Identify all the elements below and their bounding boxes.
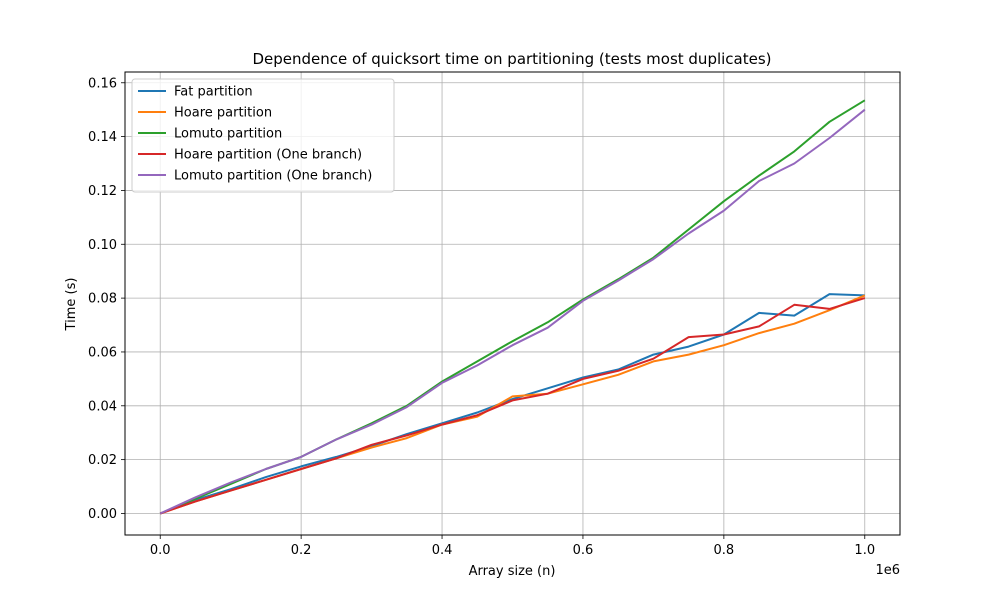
y-tick-label: 0.02 xyxy=(88,453,117,468)
legend-label-hoare-partition: Hoare partition xyxy=(174,106,272,121)
x-axis-label: Array size (n) xyxy=(469,564,556,579)
y-tick-label: 0.16 xyxy=(88,76,117,91)
series-line-lomuto-partition-one-branch xyxy=(159,108,866,515)
legend-label-fat-partition: Fat partition xyxy=(174,85,253,100)
x-tick-label: 0.6 xyxy=(573,543,594,558)
y-tick-label: 0.10 xyxy=(88,238,117,253)
x-tick-label: 0.2 xyxy=(291,543,312,558)
y-tick-label: 0.08 xyxy=(88,292,117,307)
legend: Fat partition Hoare partition Lomuto parti… xyxy=(131,78,395,193)
legend-box xyxy=(131,78,395,193)
chart-title: Dependence of quicksort time on partitio… xyxy=(252,50,771,68)
grid xyxy=(125,72,900,535)
x-tick-label: 0.8 xyxy=(714,543,735,558)
x-axis-offset-label: 1e6 xyxy=(875,563,900,578)
series-line-fat-partition xyxy=(159,293,865,515)
x-tick-label: 1.0 xyxy=(854,543,875,558)
y-axis-label: Time (s) xyxy=(64,278,79,332)
legend-label-lomuto-partition-one-branch: Lomuto partition (One branch) xyxy=(174,169,372,184)
axis-ticks: 0.0 0.2 0.4 0.6 0.8 1.0 0.00 0.02 0.04 0.06 0.08 0.… xyxy=(88,76,875,558)
legend-label-lomuto-partition: Lomuto partition xyxy=(174,127,282,142)
series-lines xyxy=(159,99,866,515)
x-tick-label: 0.4 xyxy=(432,543,453,558)
y-tick-label: 0.14 xyxy=(88,130,117,145)
y-tick-label: 0.06 xyxy=(88,345,117,360)
legend-label-hoare-partition-one-branch: Hoare partition (One branch) xyxy=(174,148,362,163)
y-tick-label: 0.12 xyxy=(88,184,117,199)
y-tick-label: 0.00 xyxy=(88,507,117,522)
plot-frame xyxy=(124,71,901,536)
series-line-hoare-partition-one-branch xyxy=(159,297,866,515)
y-tick-label: 0.04 xyxy=(88,399,117,414)
x-tick-label: 0.0 xyxy=(150,543,171,558)
